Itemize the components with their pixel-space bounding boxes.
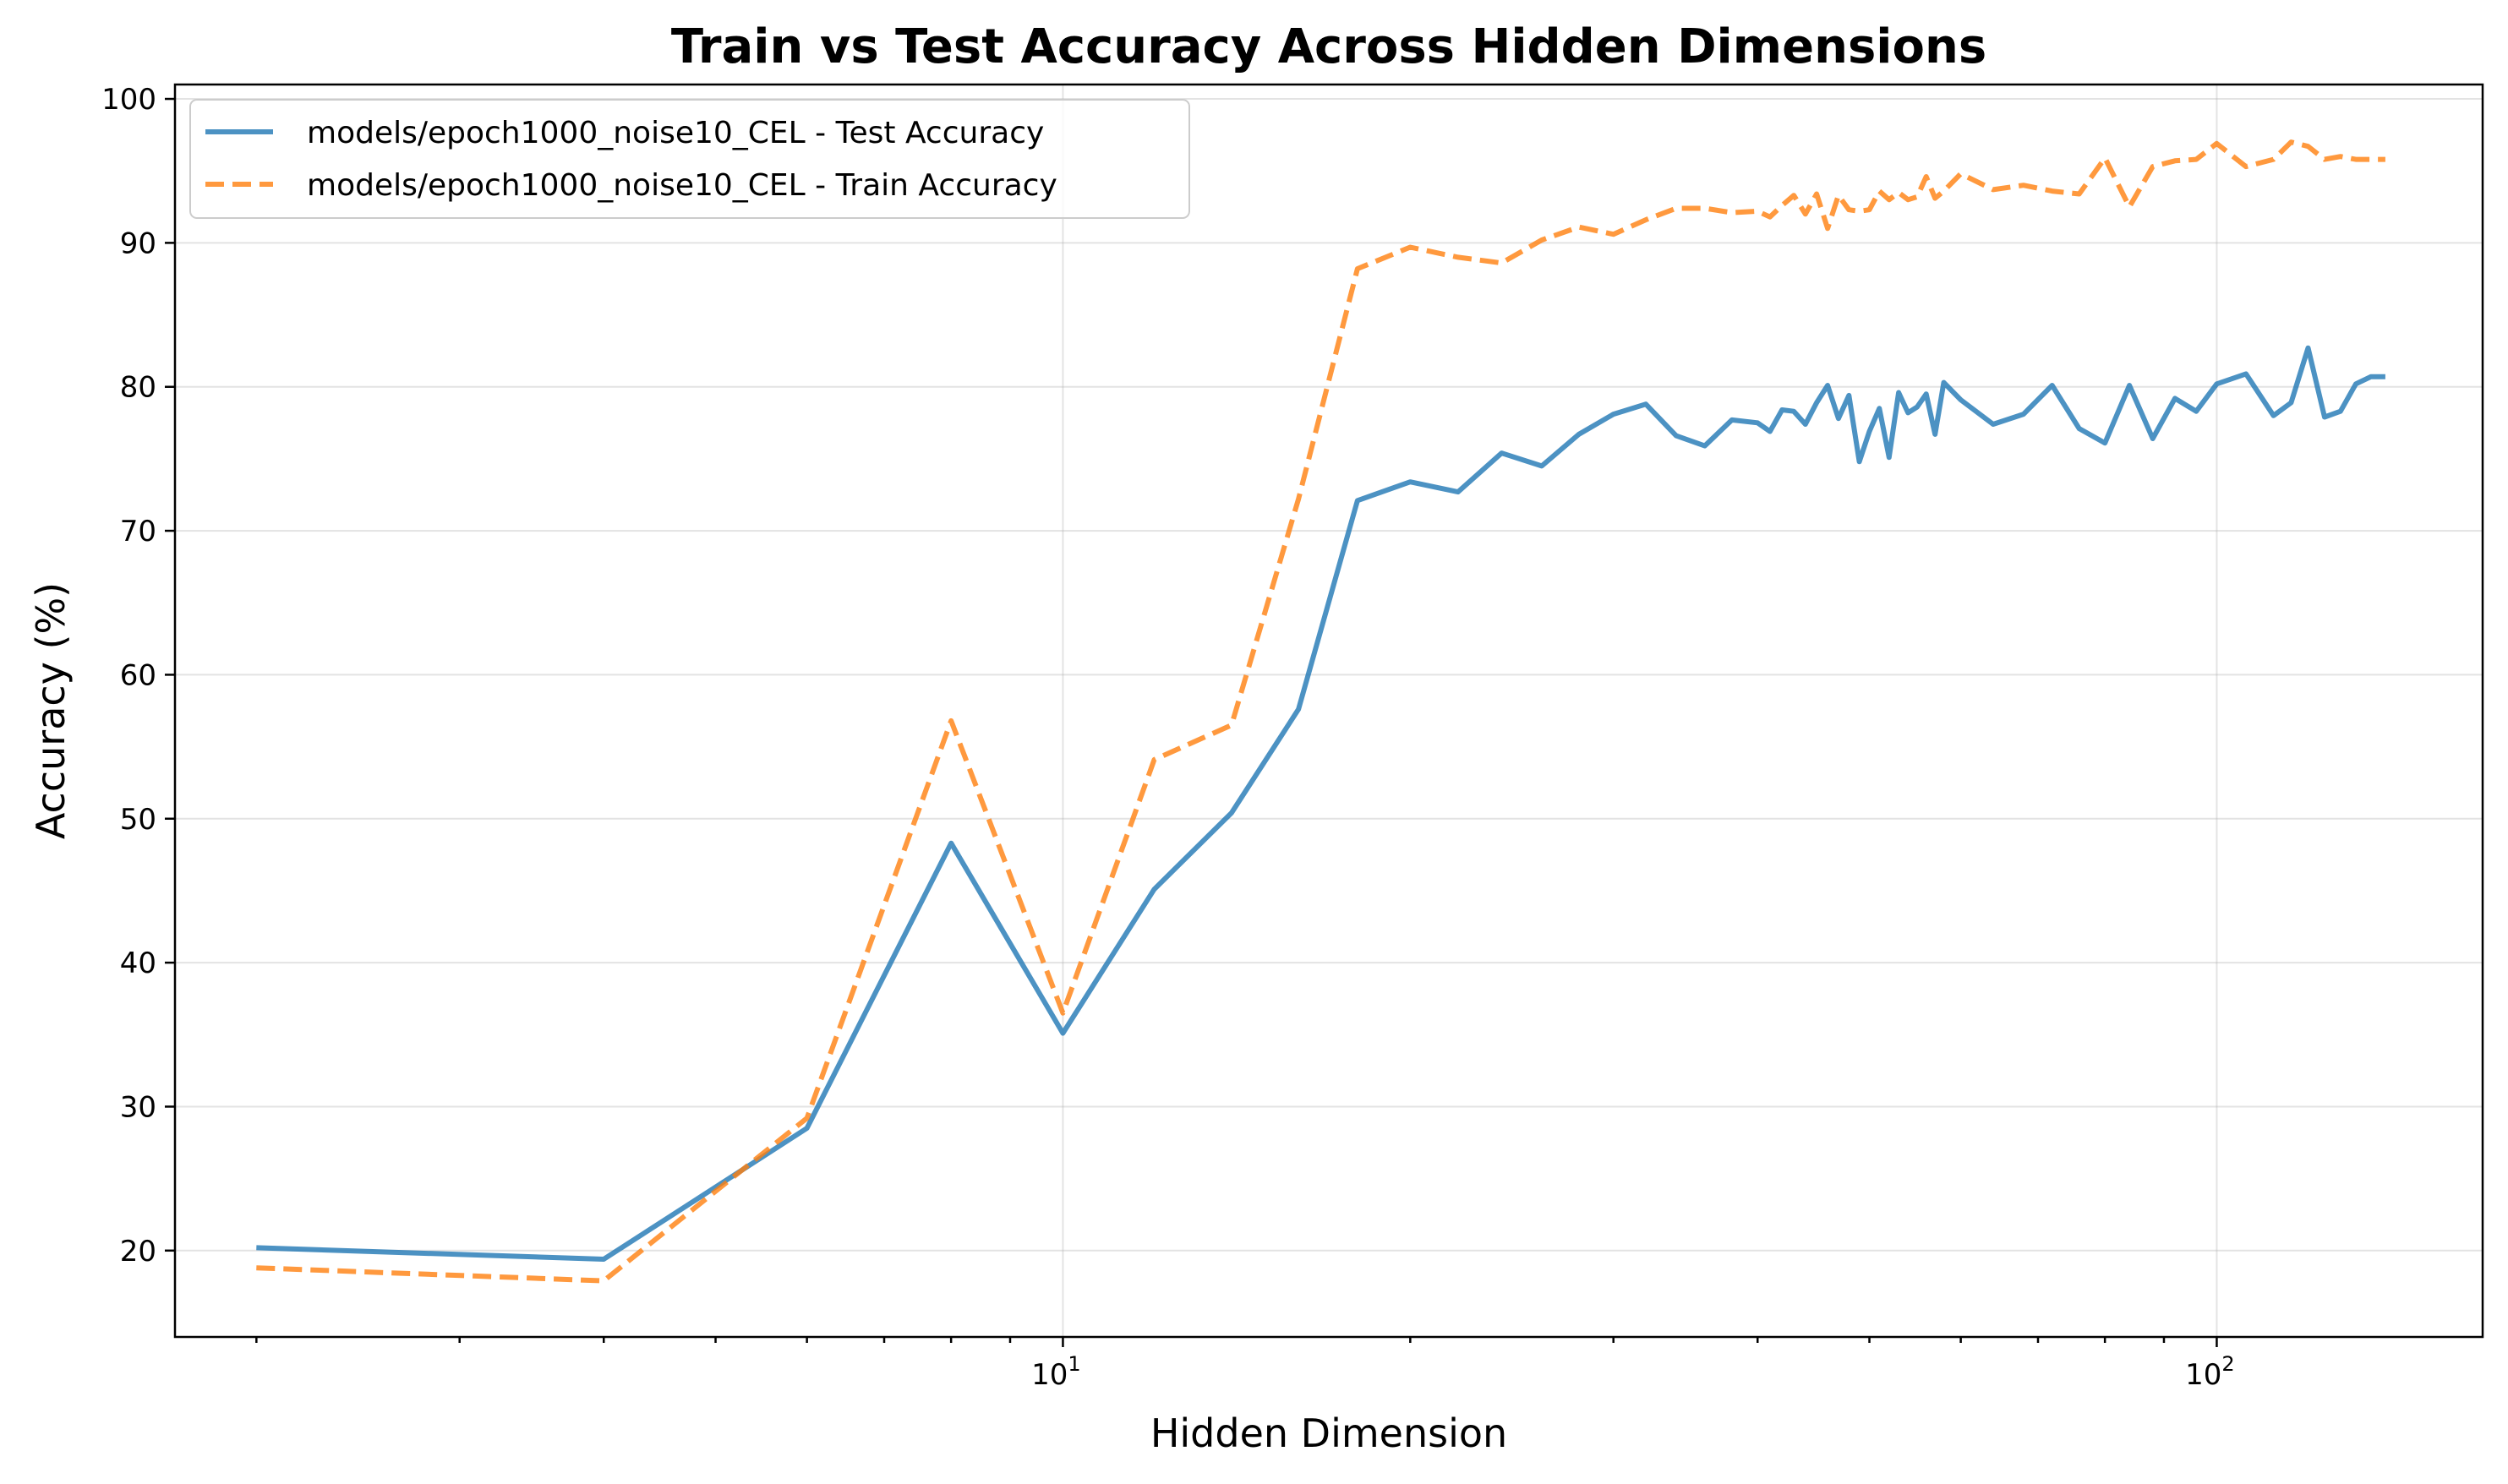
y-axis-label: Accuracy (%) [28,582,74,839]
y-tick-label: 40 [120,947,156,980]
y-tick-label: 70 [120,515,156,548]
legend: models/epoch1000_noise10_CEL - Test Accu… [189,99,1190,219]
plot-area-frame [173,83,2484,1339]
y-tick-label: 100 [101,83,156,117]
x-axis-label: Hidden Dimension [1150,1410,1507,1456]
legend-label-test: models/epoch1000_noise10_CEL - Test Accu… [307,116,1044,150]
test-accuracy-line [256,345,2385,1262]
grid [175,85,2483,1337]
y-tick-label: 30 [120,1090,156,1124]
y-tick-label: 50 [120,803,156,837]
y-tick-label: 80 [120,371,156,405]
legend-frame [189,99,1190,219]
series-group [256,139,2385,1284]
y-tick-label: 60 [120,658,156,692]
chart-title: Train vs Test Accuracy Across Hidden Dim… [671,19,1986,74]
y-tick-label: 90 [120,226,156,260]
train-accuracy-line [256,139,2385,1284]
legend-label-train: models/epoch1000_noise10_CEL - Train Acc… [307,168,1057,203]
y-tick-label: 20 [120,1235,156,1268]
